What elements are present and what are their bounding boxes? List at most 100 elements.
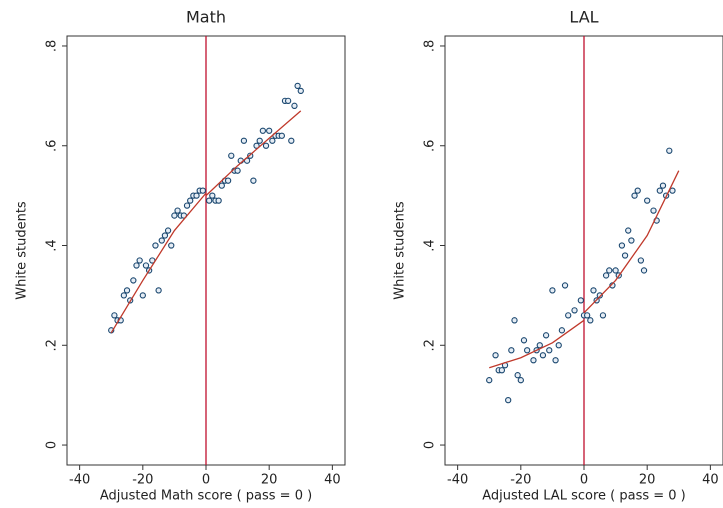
y-axis-label: White students bbox=[15, 201, 30, 300]
scatter-point bbox=[549, 287, 556, 294]
y-axis-label: White students bbox=[393, 201, 408, 300]
x-tick-label: 0 bbox=[202, 473, 210, 488]
scatter-point bbox=[120, 292, 128, 299]
scatter-point bbox=[536, 342, 543, 349]
scatter-point bbox=[542, 332, 550, 339]
scatter-point bbox=[631, 192, 638, 199]
scatter-point bbox=[291, 102, 298, 109]
scatter-point bbox=[228, 152, 235, 159]
fit-line bbox=[205, 110, 302, 197]
scatter-point bbox=[577, 297, 584, 304]
scatter-point bbox=[269, 137, 276, 144]
chart-title: Math bbox=[186, 8, 226, 27]
scatter-point bbox=[206, 197, 213, 204]
scatter-point bbox=[284, 97, 292, 104]
scatter-point bbox=[634, 187, 641, 194]
scatter-point bbox=[152, 242, 159, 249]
scatter-point bbox=[498, 367, 506, 374]
y-tick-label: .6 bbox=[45, 140, 60, 152]
x-tick-label: 40 bbox=[702, 473, 719, 488]
scatter-point bbox=[288, 137, 295, 144]
x-tick-label: -40 bbox=[69, 473, 90, 488]
scatter-point bbox=[224, 177, 232, 184]
scatter-point bbox=[618, 242, 626, 249]
scatter-point bbox=[266, 127, 273, 134]
scatter-point bbox=[505, 397, 512, 404]
scatter-point bbox=[530, 357, 537, 364]
scatter-point bbox=[571, 307, 578, 314]
scatter-point bbox=[199, 187, 206, 194]
scatter-point bbox=[552, 357, 559, 364]
scatter-point bbox=[240, 137, 248, 144]
scatter-point bbox=[171, 212, 178, 219]
x-tick-label: -20 bbox=[132, 473, 153, 488]
x-tick-label: -40 bbox=[447, 473, 468, 488]
scatter-point bbox=[234, 167, 241, 174]
scatter-point bbox=[161, 232, 169, 239]
fit-line bbox=[110, 192, 207, 334]
y-tick-label: .8 bbox=[45, 40, 60, 52]
scatter-point bbox=[155, 287, 162, 294]
scatter-point bbox=[133, 262, 140, 269]
scatter-point bbox=[142, 262, 150, 269]
scatter-point bbox=[625, 227, 632, 234]
scatter-point bbox=[637, 257, 645, 264]
scatter-point bbox=[644, 197, 651, 204]
chart-title: LAL bbox=[569, 8, 598, 27]
y-tick-label: .6 bbox=[423, 140, 438, 152]
scatter-point bbox=[596, 292, 603, 299]
scatter-point bbox=[278, 132, 285, 139]
scatter-point bbox=[621, 252, 629, 259]
x-axis-label: Adjusted LAL score ( pass = 0 ) bbox=[482, 489, 686, 504]
y-tick-label: .2 bbox=[423, 339, 438, 351]
scatter-point bbox=[262, 142, 270, 149]
x-tick-label: 40 bbox=[324, 473, 341, 488]
scatter-point bbox=[565, 312, 572, 319]
scatter-point bbox=[511, 317, 518, 324]
scatter-point bbox=[168, 242, 175, 249]
fit-line bbox=[583, 170, 680, 314]
scatter-point bbox=[546, 347, 553, 354]
scatter-point bbox=[297, 87, 304, 95]
scatter-point bbox=[215, 197, 222, 204]
scatter-point bbox=[164, 227, 172, 234]
scatter-point bbox=[606, 267, 613, 274]
scatter-point bbox=[590, 287, 597, 294]
scatter-point bbox=[640, 267, 648, 274]
scatter-point bbox=[666, 147, 673, 154]
scatter-point bbox=[111, 312, 118, 319]
y-tick-label: .2 bbox=[45, 339, 60, 351]
y-tick-label: .8 bbox=[423, 40, 438, 52]
scatter-point bbox=[659, 182, 667, 189]
scatter-point bbox=[123, 287, 131, 294]
y-tick-label: .4 bbox=[423, 239, 438, 251]
x-tick-label: 20 bbox=[261, 473, 278, 488]
scatter-point bbox=[253, 142, 260, 149]
scatter-point bbox=[193, 192, 200, 199]
x-tick-label: -20 bbox=[510, 473, 531, 488]
x-axis-label: Adjusted Math score ( pass = 0 ) bbox=[100, 489, 312, 504]
scatter-point bbox=[650, 207, 657, 214]
scatter-point bbox=[628, 237, 635, 244]
scatter-point bbox=[514, 372, 521, 379]
scatter-point bbox=[130, 277, 137, 284]
y-tick-label: .4 bbox=[45, 239, 60, 251]
scatter-point bbox=[599, 312, 607, 319]
y-tick-label: 0 bbox=[45, 441, 60, 449]
scatter-point bbox=[183, 202, 191, 209]
x-tick-label: 0 bbox=[580, 473, 588, 488]
scatter-point bbox=[250, 177, 257, 184]
scatter-point bbox=[209, 192, 216, 199]
scatter-point bbox=[669, 187, 676, 194]
scatter-point bbox=[187, 197, 194, 204]
scatter-point bbox=[558, 327, 566, 334]
scatter-point bbox=[517, 377, 524, 384]
scatter-point bbox=[136, 257, 143, 264]
scatter-point bbox=[602, 272, 610, 279]
scatter-point bbox=[584, 312, 591, 319]
scatter-point bbox=[486, 377, 493, 384]
fit-line bbox=[489, 319, 585, 369]
scatter-point bbox=[656, 187, 663, 194]
scatter-point bbox=[539, 352, 547, 359]
